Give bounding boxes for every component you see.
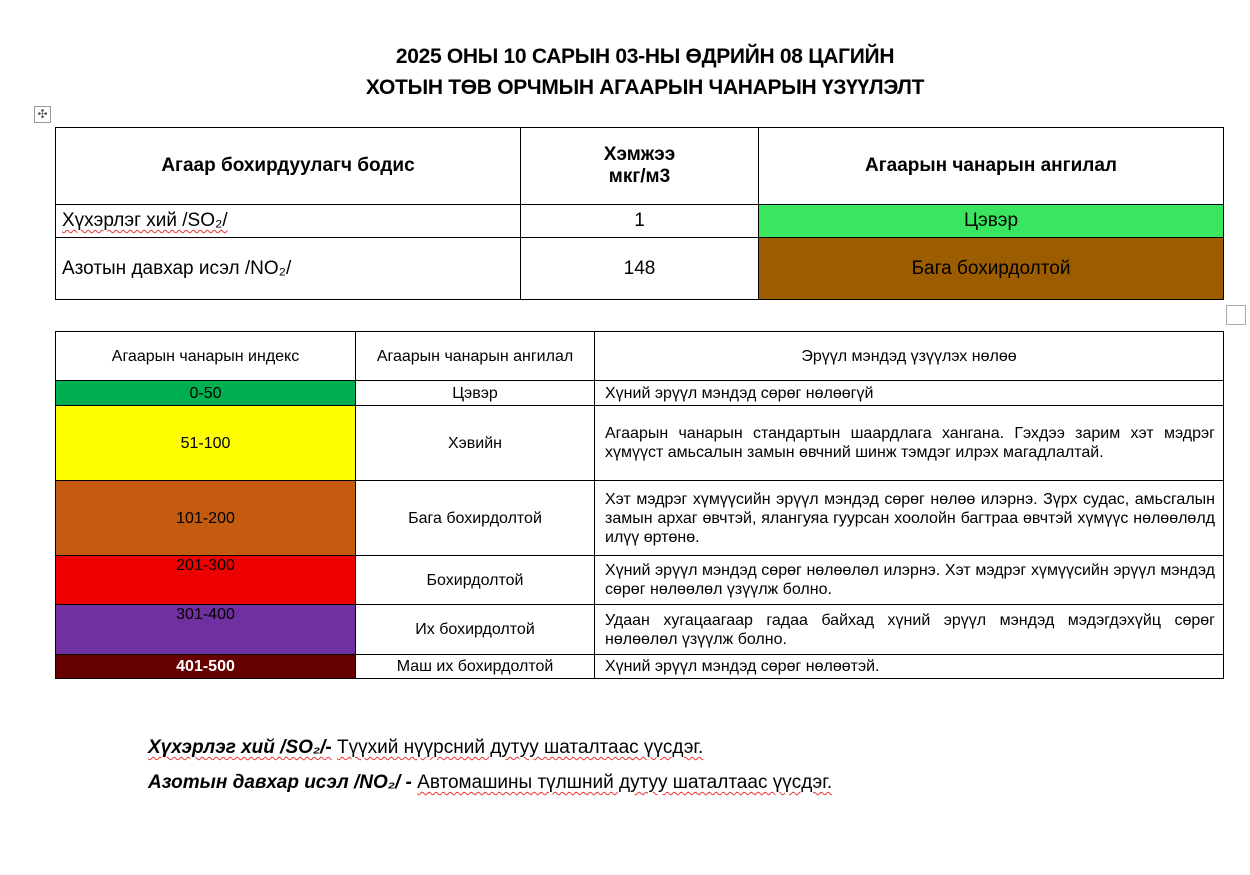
note-text: Түүхий нүүрсний дутуу шаталтаас үүсдэг. — [337, 737, 704, 758]
index-range-cell: 201-300 — [55, 555, 356, 605]
table-row: 201-300 Бохирдолтой Хүний эрүүл мэндэд с… — [55, 555, 1224, 605]
measurements-table: Агаар бохирдуулагч бодис Хэмжээ мкг/м3 Аг… — [55, 127, 1224, 300]
report-title-line1: 2025 ОНЫ 10 САРЫН 03-НЫ ӨДРИЙН 08 ЦАГИЙН — [395, 45, 895, 68]
header-category: Агаарын чанарын ангилал — [355, 331, 595, 381]
effect-cell: Хүний эрүүл мэндэд сөрөг нөлөөлөл илэрнэ… — [594, 555, 1224, 605]
category-cell: Бохирдолтой — [355, 555, 595, 605]
table-row: 301-400 Их бохирдолтой Удаан хугацаагаар… — [55, 604, 1224, 655]
index-range-cell: 101-200 — [55, 480, 356, 556]
table-row: 0-50 Цэвэр Хүний эрүүл мэндэд сөрөг нөлө… — [55, 380, 1224, 406]
category-cell: Цэвэр — [758, 204, 1224, 238]
pollutant-cell: Азотын давхар исэл /NO₂/ — [55, 237, 521, 300]
note-text: Автомашины түлшний дутуу шаталтаас үүсдэ… — [417, 772, 833, 793]
effect-cell: Хүний эрүүл мэндэд сөрөг нөлөөтэй. — [594, 654, 1224, 679]
header-amount-unit: мкг/м3 — [608, 166, 671, 187]
header-index: Агаарын чанарын индекс — [55, 331, 356, 381]
table-row: Азотын давхар исэл /NO₂/ 148 Бага бохирд… — [55, 237, 1224, 300]
effect-cell: Хэт мэдрэг хүмүүсийн эрүүл мэндэд сөрөг … — [594, 480, 1224, 556]
table-row: 401-500 Маш их бохирдолтой Хүний эрүүл м… — [55, 654, 1224, 679]
table-header-row: Агаар бохирдуулагч бодис Хэмжээ мкг/м3 Аг… — [55, 127, 1224, 205]
index-range-cell: 401-500 — [55, 654, 356, 679]
category-cell: Маш их бохирдолтой — [355, 654, 595, 679]
header-amount: Хэмжээ мкг/м3 — [520, 127, 759, 205]
effect-cell: Удаан хугацаагаар гадаа байхад хүний эрү… — [594, 604, 1224, 655]
aqi-index-table: Агаарын чанарын индекс Агаарын чанарын а… — [55, 331, 1224, 679]
note-no2: Азотын давхар исэл /NO₂/ - Автомашины тү… — [148, 772, 832, 794]
table-header-row: Агаарын чанарын индекс Агаарын чанарын а… — [55, 331, 1224, 381]
note-term: Азотын давхар исэл /NO₂/ - — [148, 772, 412, 793]
header-category: Агаарын чанарын ангилал — [758, 127, 1224, 205]
category-cell: Бага бохирдолтой — [758, 237, 1224, 300]
note-so2: Хүхэрлэг хий /SO₂/- Түүхий нүүрсний дуту… — [148, 737, 703, 759]
category-cell: Цэвэр — [355, 380, 595, 406]
index-range-cell: 301-400 — [55, 604, 356, 655]
header-amount-label: Хэмжээ — [603, 144, 676, 165]
header-effect: Эрүүл мэндэд үзүүлэх нөлөө — [594, 331, 1224, 381]
table-move-handle-icon[interactable]: ✣ — [34, 106, 51, 123]
header-pollutant: Агаар бохирдуулагч бодис — [55, 127, 521, 205]
note-term: Хүхэрлэг хий /SO₂/- — [148, 737, 332, 758]
category-cell: Их бохирдолтой — [355, 604, 595, 655]
amount-cell: 1 — [520, 204, 759, 238]
effect-cell: Хүний эрүүл мэндэд сөрөг нөлөөгүй — [594, 380, 1224, 406]
pollutant-cell: Хүхэрлэг хий /SO₂/ — [55, 204, 521, 238]
table-row: 51-100 Хэвийн Агаарын чанарын стандартын… — [55, 405, 1224, 481]
table-row: Хүхэрлэг хий /SO₂/ 1 Цэвэр — [55, 204, 1224, 238]
category-cell: Бага бохирдолтой — [355, 480, 595, 556]
table-row: 101-200 Бага бохирдолтой Хэт мэдрэг хүмү… — [55, 480, 1224, 556]
report-title-line2: ХОТЫН ТӨВ ОРЧМЫН АГААРЫН ЧАНАРЫН ҮЗҮҮЛЭЛ… — [365, 76, 925, 99]
index-range-cell: 51-100 — [55, 405, 356, 481]
category-cell: Хэвийн — [355, 405, 595, 481]
table-resize-handle-icon[interactable] — [1226, 305, 1246, 325]
amount-cell: 148 — [520, 237, 759, 300]
pollutant-name: Хүхэрлэг хий /SO₂/ — [62, 210, 228, 231]
index-range-cell: 0-50 — [55, 380, 356, 406]
effect-cell: Агаарын чанарын стандартын шаардлага хан… — [594, 405, 1224, 481]
